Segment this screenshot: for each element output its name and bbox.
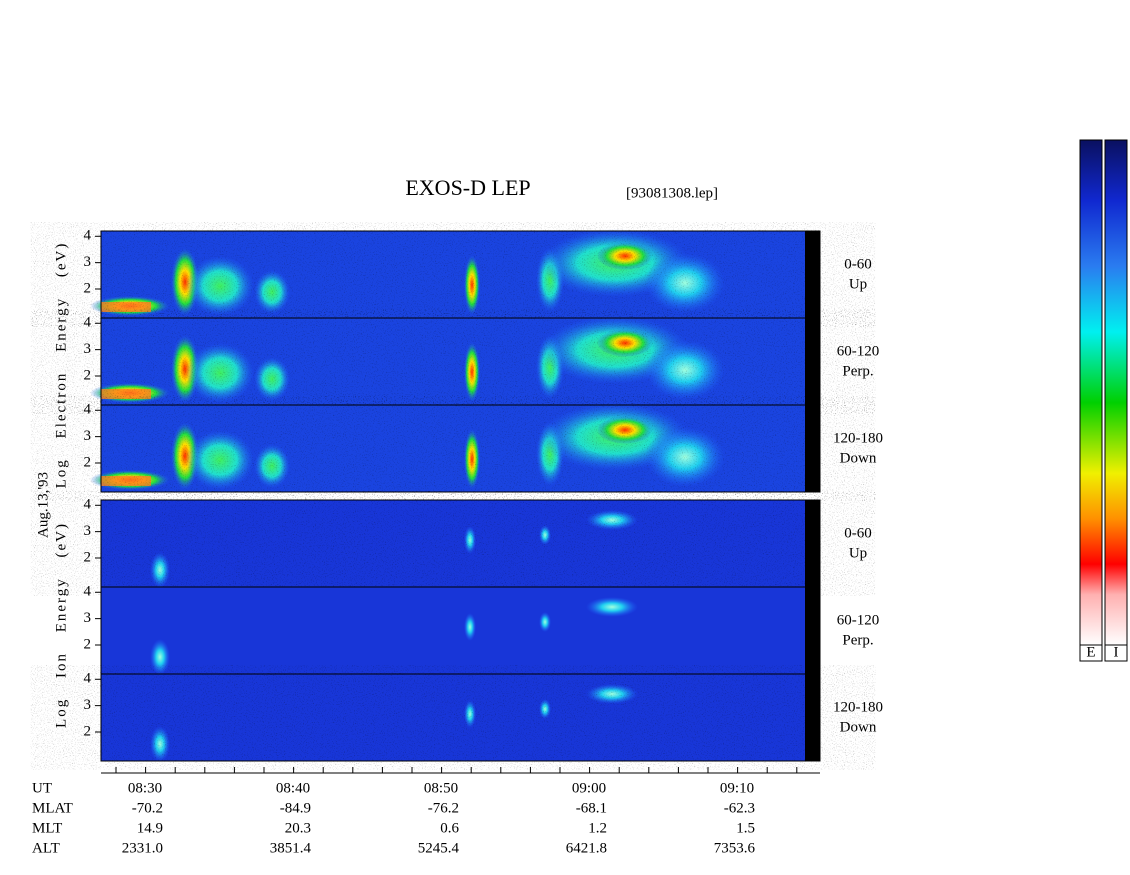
data-gap [805, 231, 820, 318]
group-label: Log Electron Energy (eV) [53, 242, 69, 489]
y-tick-label: 2 [84, 723, 92, 739]
direction-label: Perp. [842, 632, 873, 648]
angle-label: 60-120 [837, 343, 880, 359]
data-gap [805, 500, 820, 587]
ephemeris-value: -84.9 [280, 800, 311, 816]
x-tick-label: 08:50 [424, 780, 458, 796]
chart-title: EXOS-D LEP [405, 175, 530, 200]
ephemeris-value: -62.3 [724, 800, 755, 816]
ephemeris-value: 1.5 [736, 820, 755, 836]
ephemeris-value: 0.6 [440, 820, 459, 836]
colorbar-label: E [1086, 644, 1095, 660]
y-tick-label: 4 [84, 315, 92, 331]
group-label: Log Ion Energy (eV) [53, 522, 69, 728]
colorbars [1079, 139, 1128, 662]
ephemeris-value: 2331.0 [122, 840, 163, 856]
ephemeris-name: MLT [32, 820, 62, 836]
x-label: UT [32, 780, 52, 796]
direction-label: Perp. [842, 363, 873, 379]
direction-label: Up [849, 545, 867, 561]
x-tick-label: 09:10 [720, 780, 754, 796]
angle-label: 0-60 [844, 256, 872, 272]
angle-label: 120-180 [833, 699, 883, 715]
colorbar-label: I [1114, 644, 1119, 660]
spectrogram-noise [101, 318, 805, 405]
colorbar [1079, 139, 1103, 646]
x-tick-label: 08:30 [128, 780, 162, 796]
spectrogram-panel [101, 587, 805, 674]
ephemeris-value: 1.2 [588, 820, 607, 836]
y-tick-label: 2 [84, 636, 92, 652]
file-name: [93081308.lep] [626, 185, 718, 201]
spectrogram-noise [101, 231, 805, 318]
spectrogram-noise [101, 500, 805, 587]
date-label: Aug.13,'93 [35, 472, 51, 538]
data-gap [805, 405, 820, 492]
ephemeris-value: 3851.4 [270, 840, 312, 856]
y-tick-label: 2 [84, 549, 92, 565]
colorbar-label-box [1104, 644, 1128, 662]
data-gap [805, 587, 820, 674]
panel-border [100, 673, 821, 762]
y-tick-label: 3 [84, 523, 92, 539]
ephemeris-value: 6421.8 [566, 840, 607, 856]
panel-border [100, 404, 821, 493]
spectrogram-feature [464, 613, 476, 641]
ephemeris-name: MLAT [32, 800, 73, 816]
ephemeris-value: 14.9 [137, 820, 163, 836]
angle-label: 120-180 [833, 430, 883, 446]
colorbar-label-box [1079, 644, 1103, 662]
spectrogram-feature [586, 597, 638, 617]
y-tick-label: 2 [84, 454, 92, 470]
ephemeris-value: -68.1 [576, 800, 607, 816]
ephemeris-value: 7353.6 [714, 840, 756, 856]
spectrogram-noise [101, 674, 805, 761]
ephemeris-value: -70.2 [132, 800, 163, 816]
spectrogram-noise [101, 405, 805, 492]
angle-label: 0-60 [844, 525, 872, 541]
x-tick-label: 08:40 [276, 780, 310, 796]
data-gap [805, 674, 820, 761]
y-tick-label: 3 [84, 610, 92, 626]
spectrogram-feature [150, 639, 170, 675]
y-tick-label: 2 [84, 280, 92, 296]
y-tick-label: 4 [84, 402, 92, 418]
direction-label: Down [840, 719, 877, 735]
ephemeris-value: 5245.4 [418, 840, 460, 856]
ephemeris-name: ALT [32, 840, 60, 856]
direction-label: Down [840, 450, 877, 466]
data-gap [805, 318, 820, 405]
x-tick-label: 09:00 [572, 780, 606, 796]
y-tick-label: 2 [84, 367, 92, 383]
y-tick-label: 3 [84, 697, 92, 713]
ephemeris-value: 20.3 [285, 820, 311, 836]
y-tick-label: 3 [84, 254, 92, 270]
y-tick-label: 3 [84, 428, 92, 444]
ephemeris-value: -76.2 [428, 800, 459, 816]
spectrogram-feature [539, 612, 551, 632]
angle-label: 60-120 [837, 612, 880, 628]
colorbar [1104, 139, 1128, 646]
y-tick-label: 3 [84, 341, 92, 357]
direction-label: Up [849, 276, 867, 292]
y-tick-label: 4 [84, 497, 92, 513]
y-tick-label: 4 [84, 584, 92, 600]
y-tick-label: 4 [84, 228, 92, 244]
y-tick-label: 4 [84, 671, 92, 687]
